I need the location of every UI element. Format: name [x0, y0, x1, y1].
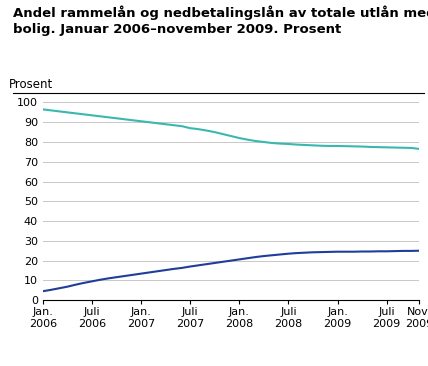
Rammelån	[106, 276, 111, 281]
Text: Andel rammelån og nedbetalingslån av totale utlån med pant i
bolig. Januar 2006–: Andel rammelån og nedbetalingslån av tot…	[13, 5, 428, 36]
Nedbetalingslån	[245, 138, 250, 142]
Nedbetalingslån	[89, 113, 95, 117]
Rammelån	[147, 270, 152, 274]
Rammelån	[65, 284, 70, 289]
Rammelån	[335, 250, 340, 254]
Nedbetalingslån	[196, 127, 201, 131]
Rammelån	[253, 255, 258, 259]
Rammelån	[220, 259, 226, 264]
Rammelån	[114, 275, 119, 279]
Nedbetalingslån	[212, 130, 217, 134]
Rammelån	[278, 252, 283, 257]
Rammelån	[245, 256, 250, 261]
Nedbetalingslån	[262, 140, 267, 144]
Rammelån	[417, 249, 422, 253]
Nedbetalingslån	[98, 114, 103, 119]
Rammelån	[409, 249, 414, 253]
Rammelån	[262, 254, 267, 258]
Rammelån	[343, 250, 348, 254]
Line: Nedbetalingslån: Nedbetalingslån	[43, 109, 419, 149]
Nedbetalingslån	[179, 124, 184, 128]
Rammelån	[376, 249, 381, 254]
Nedbetalingslån	[56, 109, 62, 113]
Rammelån	[270, 253, 275, 257]
Nedbetalingslån	[253, 139, 258, 143]
Rammelån	[351, 250, 357, 254]
Nedbetalingslån	[286, 142, 291, 146]
Rammelån	[196, 263, 201, 268]
Nedbetalingslån	[130, 118, 135, 123]
Nedbetalingslån	[147, 120, 152, 124]
Nedbetalingslån	[278, 141, 283, 146]
Rammelån	[310, 250, 315, 254]
Nedbetalingslån	[155, 121, 160, 126]
Nedbetalingslån	[270, 141, 275, 145]
Nedbetalingslån	[163, 122, 168, 126]
Rammelån	[171, 267, 176, 271]
Rammelån	[187, 264, 193, 269]
Nedbetalingslån	[229, 134, 234, 138]
Nedbetalingslån	[384, 145, 389, 150]
Nedbetalingslån	[187, 126, 193, 130]
Rammelån	[179, 266, 184, 270]
Rammelån	[56, 286, 62, 291]
Rammelån	[286, 251, 291, 256]
Rammelån	[368, 249, 373, 254]
Rammelån	[229, 258, 234, 263]
Nedbetalingslån	[310, 143, 315, 147]
Nedbetalingslån	[376, 145, 381, 149]
Rammelån	[122, 274, 127, 278]
Nedbetalingslån	[401, 146, 406, 150]
Nedbetalingslån	[48, 108, 54, 113]
Rammelån	[318, 250, 324, 254]
Nedbetalingslån	[73, 111, 78, 116]
Rammelån	[294, 251, 299, 255]
Nedbetalingslån	[417, 147, 422, 151]
Rammelån	[384, 249, 389, 254]
Nedbetalingslån	[294, 142, 299, 147]
Nedbetalingslån	[65, 110, 70, 115]
Rammelån	[48, 288, 54, 292]
Rammelån	[73, 283, 78, 287]
Nedbetalingslån	[327, 144, 332, 148]
Nedbetalingslån	[204, 128, 209, 133]
Rammelån	[237, 257, 242, 262]
Nedbetalingslån	[392, 145, 398, 150]
Rammelån	[40, 289, 45, 294]
Nedbetalingslån	[171, 123, 176, 127]
Rammelån	[163, 268, 168, 272]
Nedbetalingslån	[335, 144, 340, 148]
Nedbetalingslån	[139, 119, 144, 123]
Rammelån	[81, 281, 86, 285]
Nedbetalingslån	[351, 144, 357, 149]
Nedbetalingslån	[343, 144, 348, 148]
Nedbetalingslån	[40, 107, 45, 112]
Nedbetalingslån	[122, 117, 127, 122]
Rammelån	[98, 277, 103, 282]
Rammelån	[360, 249, 365, 254]
Nedbetalingslån	[409, 146, 414, 150]
Rammelån	[155, 269, 160, 273]
Nedbetalingslån	[302, 143, 307, 147]
Rammelån	[130, 273, 135, 277]
Rammelån	[392, 249, 398, 253]
Rammelån	[212, 261, 217, 265]
Nedbetalingslån	[106, 115, 111, 119]
Line: Rammelån: Rammelån	[43, 251, 419, 291]
Rammelån	[302, 250, 307, 255]
Nedbetalingslån	[220, 132, 226, 136]
Rammelån	[204, 262, 209, 266]
Nedbetalingslån	[318, 143, 324, 148]
Rammelån	[89, 279, 95, 284]
Nedbetalingslån	[237, 136, 242, 140]
Rammelån	[139, 272, 144, 276]
Nedbetalingslån	[114, 116, 119, 120]
Nedbetalingslån	[368, 145, 373, 149]
Rammelån	[327, 250, 332, 254]
Rammelån	[401, 249, 406, 253]
Nedbetalingslån	[81, 112, 86, 116]
Legend: Rammelån, Nedbetalingslån: Rammelån, Nedbetalingslån	[96, 365, 366, 366]
Text: Prosent: Prosent	[9, 78, 53, 91]
Nedbetalingslån	[360, 144, 365, 149]
